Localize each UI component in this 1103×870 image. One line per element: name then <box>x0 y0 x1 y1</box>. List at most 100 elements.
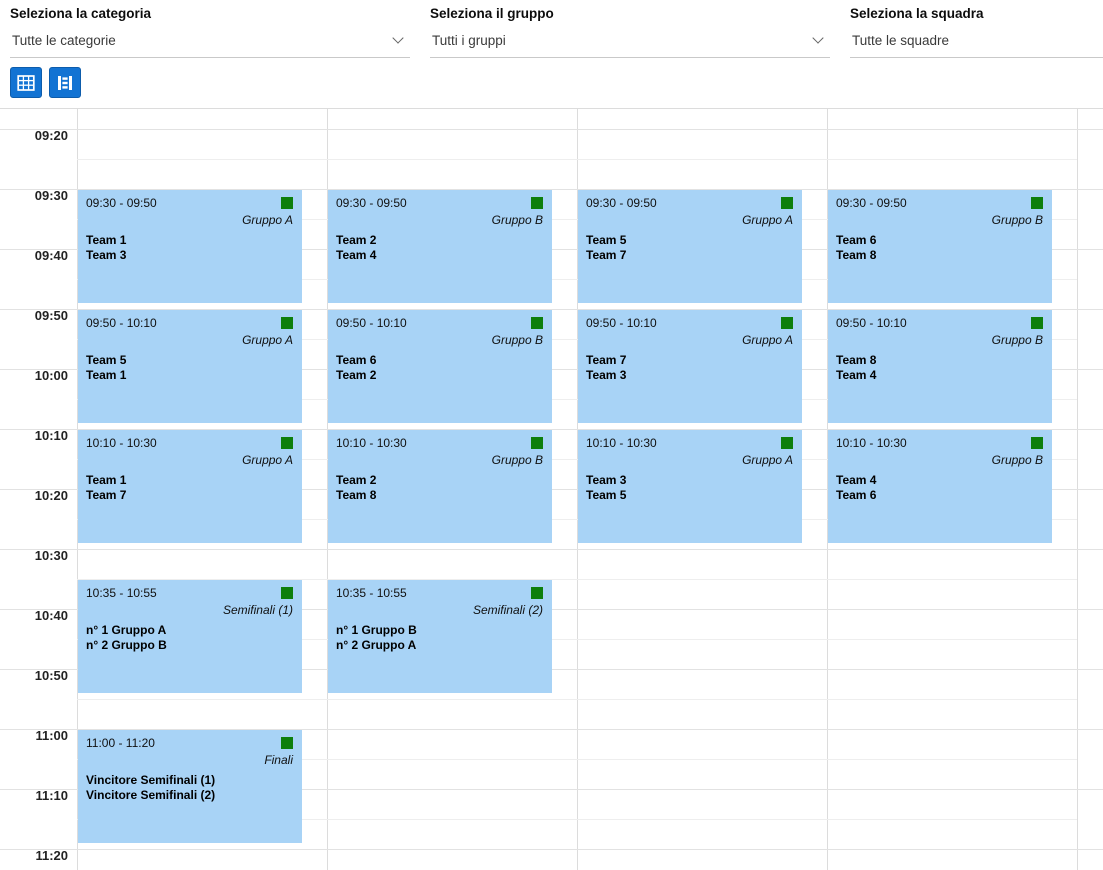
event-team: Vincitore Semifinali (1) <box>86 773 216 787</box>
grid-time-line <box>0 309 1103 310</box>
group-select[interactable]: Tutti i gruppi <box>430 31 830 58</box>
event-status-icon <box>1031 437 1043 449</box>
event[interactable]: 09:30 - 09:50 Gruppo B Team 6 Team 8 <box>828 190 1052 303</box>
grid-time-line <box>77 759 1077 760</box>
team-select[interactable]: Tutte le squadre <box>850 31 1103 58</box>
event-group-label: Gruppo A <box>742 453 793 467</box>
event-team: Team 7 <box>586 353 627 367</box>
chevron-down-icon <box>392 32 404 44</box>
event-time: 10:10 - 10:30 <box>336 436 407 450</box>
event[interactable]: 10:35 - 10:55 Semifinali (2) n° 1 Gruppo B… <box>328 580 552 693</box>
event-group-label: Gruppo B <box>991 453 1043 467</box>
event-group-label: Gruppo A <box>742 213 793 227</box>
event[interactable]: 09:30 - 09:50 Gruppo A Team 1 Team 3 <box>78 190 302 303</box>
category-select-value: Tutte le categorie <box>12 33 116 48</box>
event-status-icon <box>781 317 793 329</box>
event-team: Team 6 <box>336 353 377 367</box>
grid-view-icon <box>17 74 35 91</box>
event[interactable]: 09:50 - 10:10 Gruppo A Team 7 Team 3 <box>578 310 802 423</box>
event-team: Team 4 <box>836 473 877 487</box>
event-teams: Team 6 Team 8 <box>836 233 876 263</box>
filter-group-label: Seleziona il gruppo <box>430 6 554 21</box>
grid-time-line <box>0 129 1103 130</box>
event-teams: Team 8 Team 4 <box>836 353 876 383</box>
event[interactable]: 09:30 - 09:50 Gruppo A Team 5 Team 7 <box>578 190 802 303</box>
event-team: Team 1 <box>86 233 127 247</box>
event-team: Team 2 <box>336 233 377 247</box>
event[interactable]: 11:00 - 11:20 Finali Vincitore Semifinali … <box>78 730 302 843</box>
event-team: Team 6 <box>836 488 877 502</box>
event-team: Team 1 <box>86 368 127 382</box>
timeline-view-button[interactable] <box>49 67 81 98</box>
event-time: 11:00 - 11:20 <box>86 736 155 750</box>
event-status-icon <box>1031 197 1043 209</box>
event-time: 10:10 - 10:30 <box>836 436 907 450</box>
event[interactable]: 09:50 - 10:10 Gruppo B Team 6 Team 2 <box>328 310 552 423</box>
event-team: Team 1 <box>86 473 127 487</box>
event-team: Team 5 <box>586 488 627 502</box>
grid-time-line <box>77 339 1077 340</box>
event-time: 10:35 - 10:55 <box>336 586 407 600</box>
event-status-icon <box>281 587 293 599</box>
event-time: 09:50 - 10:10 <box>336 316 407 330</box>
event-time: 10:35 - 10:55 <box>86 586 157 600</box>
event-group-label: Gruppo B <box>991 213 1043 227</box>
event-team: Team 3 <box>586 473 627 487</box>
event[interactable]: 10:10 - 10:30 Gruppo B Team 4 Team 6 <box>828 430 1052 543</box>
event-team: n° 1 Gruppo A <box>86 623 167 637</box>
grid-time-line <box>77 279 1077 280</box>
event[interactable]: 10:10 - 10:30 Gruppo A Team 3 Team 5 <box>578 430 802 543</box>
grid-view-button[interactable] <box>10 67 42 98</box>
event-team: Team 3 <box>86 248 127 262</box>
timeline-view-icon <box>58 75 72 90</box>
grid-time-line <box>0 189 1103 190</box>
event-teams: Team 1 Team 3 <box>86 233 126 263</box>
event-status-icon <box>531 437 543 449</box>
event-team: Team 8 <box>836 353 877 367</box>
event-team: Team 2 <box>336 473 377 487</box>
filter-team: Seleziona la squadra Tutte le squadre <box>840 0 1103 58</box>
event-time: 09:30 - 09:50 <box>836 196 907 210</box>
time-label: 09:30 <box>34 188 68 203</box>
event-teams: Team 7 Team 3 <box>586 353 626 383</box>
event-teams: Team 5 Team 7 <box>586 233 626 263</box>
event[interactable]: 10:35 - 10:55 Semifinali (1) n° 1 Gruppo A… <box>78 580 302 693</box>
view-toolbar <box>10 67 81 98</box>
grid-time-line <box>0 549 1103 550</box>
event-team: Team 6 <box>836 233 877 247</box>
filter-category: Seleziona la categoria Tutte le categori… <box>0 0 420 58</box>
event-group-label: Gruppo B <box>491 213 543 227</box>
time-label: 10:00 <box>34 368 68 383</box>
grid-time-line <box>77 399 1077 400</box>
time-label: 10:50 <box>34 668 68 683</box>
event-team: Team 7 <box>586 248 627 262</box>
event-team: Team 5 <box>586 233 627 247</box>
grid-time-line <box>0 729 1103 730</box>
event-team: n° 2 Gruppo A <box>336 638 417 652</box>
event-status-icon <box>281 737 293 749</box>
event-team: Team 7 <box>86 488 127 502</box>
filter-team-label: Seleziona la squadra <box>850 6 984 21</box>
event-teams: Team 3 Team 5 <box>586 473 626 503</box>
event[interactable]: 09:50 - 10:10 Gruppo A Team 5 Team 1 <box>78 310 302 423</box>
event-team: n° 2 Gruppo B <box>86 638 167 652</box>
event[interactable]: 09:50 - 10:10 Gruppo B Team 8 Team 4 <box>828 310 1052 423</box>
event[interactable]: 10:10 - 10:30 Gruppo B Team 2 Team 8 <box>328 430 552 543</box>
event-status-icon <box>531 587 543 599</box>
time-label: 09:50 <box>34 308 68 323</box>
grid-time-line <box>0 429 1103 430</box>
event-team: Team 8 <box>336 488 377 502</box>
event-time: 09:50 - 10:10 <box>836 316 907 330</box>
event[interactable]: 09:30 - 09:50 Gruppo B Team 2 Team 4 <box>328 190 552 303</box>
time-label: 09:20 <box>34 128 68 143</box>
time-label: 10:40 <box>34 608 68 623</box>
grid-time-line <box>77 699 1077 700</box>
event-teams: Team 5 Team 1 <box>86 353 126 383</box>
category-select[interactable]: Tutte le categorie <box>10 31 410 58</box>
event[interactable]: 10:10 - 10:30 Gruppo A Team 1 Team 7 <box>78 430 302 543</box>
time-label: 11:00 <box>35 728 68 743</box>
event-teams: Vincitore Semifinali (1) Vincitore Semifi… <box>86 773 215 803</box>
event-group-label: Gruppo B <box>991 333 1043 347</box>
event-group-label: Gruppo A <box>242 453 293 467</box>
